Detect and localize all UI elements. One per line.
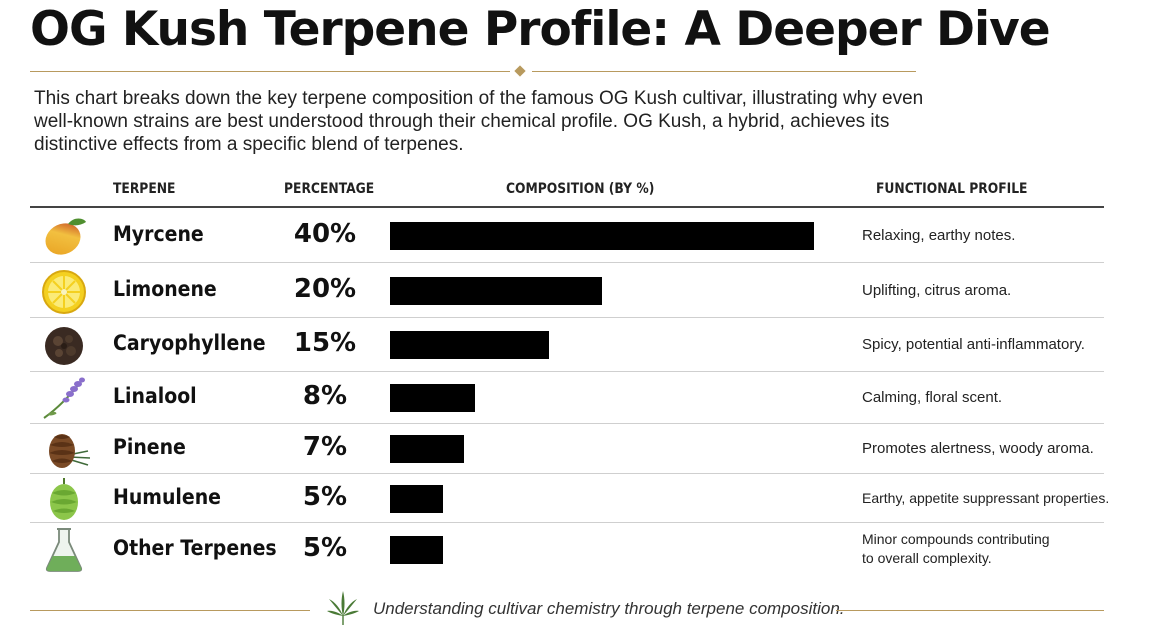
table-row-pinene: Pinene 7% Promotes alertness, woody aroma.: [30, 424, 1104, 474]
percentage-label: 15%: [293, 328, 357, 358]
header-divider: [30, 206, 1104, 208]
table-row-humulene: Humulene 5% Earthy, appetite suppressant p…: [30, 474, 1109, 523]
functional-profile: Relaxing, earthy notes.: [862, 227, 1016, 244]
terpene-name: Limonene: [113, 276, 217, 301]
functional-profile: Uplifting, citrus aroma.: [862, 281, 1012, 299]
table-row-caryophyllene: Caryophyllene 15% Spicy, potential anti-in…: [30, 318, 1104, 372]
pinecone-icon: [38, 425, 92, 473]
table-row-limonene: Limonene 20% Uplifting, citrus aroma.: [30, 263, 1104, 318]
terpene-name: Myrcene: [113, 222, 204, 246]
functional-profile: Minor compounds contributing to overall …: [862, 530, 1050, 566]
composition-bar: [390, 435, 464, 463]
lemon-icon: [38, 267, 92, 315]
composition-bar: [390, 484, 443, 513]
mango-icon: [38, 212, 92, 260]
lavender-icon: [38, 374, 92, 422]
percentage-label: 7%: [302, 432, 348, 462]
terpene-name: Caryophyllene: [113, 331, 266, 355]
row-separator: [30, 317, 1104, 318]
composition-bar: [390, 222, 814, 250]
percentage-label: 5%: [302, 532, 348, 563]
footer-rule-right: [836, 610, 1104, 611]
table-row-myrcene: Myrcene 40% Relaxing, earthy notes.: [30, 209, 1104, 263]
intro-paragraph: This chart breaks down the key terpene c…: [34, 88, 924, 155]
composition-bar: [390, 384, 475, 412]
composition-bar: [390, 535, 443, 564]
peppercorn-icon: [38, 321, 92, 369]
hops-icon: [38, 475, 92, 523]
flask-icon: [38, 526, 92, 574]
table-row-linalool: Linalool 8% Calming, floral scent.: [30, 372, 1104, 424]
terpene-name: Other Terpenes: [113, 535, 277, 560]
header-percentage: PERCENTAGE: [284, 181, 375, 197]
row-separator: [30, 371, 1104, 372]
header-profile: FUNCTIONAL PROFILE: [876, 181, 1028, 197]
terpene-name: Humulene: [113, 484, 221, 509]
row-separator: [30, 423, 1104, 424]
footer-caption: Understanding cultivar chemistry through…: [373, 599, 845, 618]
functional-profile: Promotes alertness, woody aroma.: [862, 440, 1094, 457]
functional-profile: Spicy, potential anti-inflammatory.: [862, 336, 1085, 353]
functional-profile: Calming, floral scent.: [862, 389, 1003, 406]
percentage-label: 5%: [302, 481, 348, 512]
title-rule-left: [30, 71, 510, 72]
header-composition: COMPOSITION (BY %): [506, 181, 655, 197]
title-rule-right: [532, 71, 916, 72]
terpene-name: Linalool: [113, 384, 197, 408]
footer-rule-left: [30, 610, 310, 611]
composition-bar: [390, 276, 602, 305]
terpene-name: Pinene: [113, 435, 186, 459]
composition-bar: [390, 331, 549, 359]
percentage-label: 8%: [302, 381, 348, 411]
page-title: OG Kush Terpene Profile: A Deeper Dive: [30, 2, 1051, 57]
percentage-label: 20%: [293, 273, 357, 304]
table-row-other-terpenes: Other Terpenes 5% Minor compounds contribu…: [30, 523, 1104, 576]
title-divider-diamond: [514, 65, 526, 77]
header-terpene: TERPENE: [113, 181, 176, 197]
functional-profile: Earthy, appetite suppressant properties.: [862, 489, 1110, 506]
row-separator: [30, 262, 1104, 263]
row-separator: [30, 473, 1104, 474]
row-separator: [30, 522, 1104, 523]
cannabis-leaf-icon: [326, 590, 360, 626]
percentage-label: 40%: [293, 219, 357, 249]
